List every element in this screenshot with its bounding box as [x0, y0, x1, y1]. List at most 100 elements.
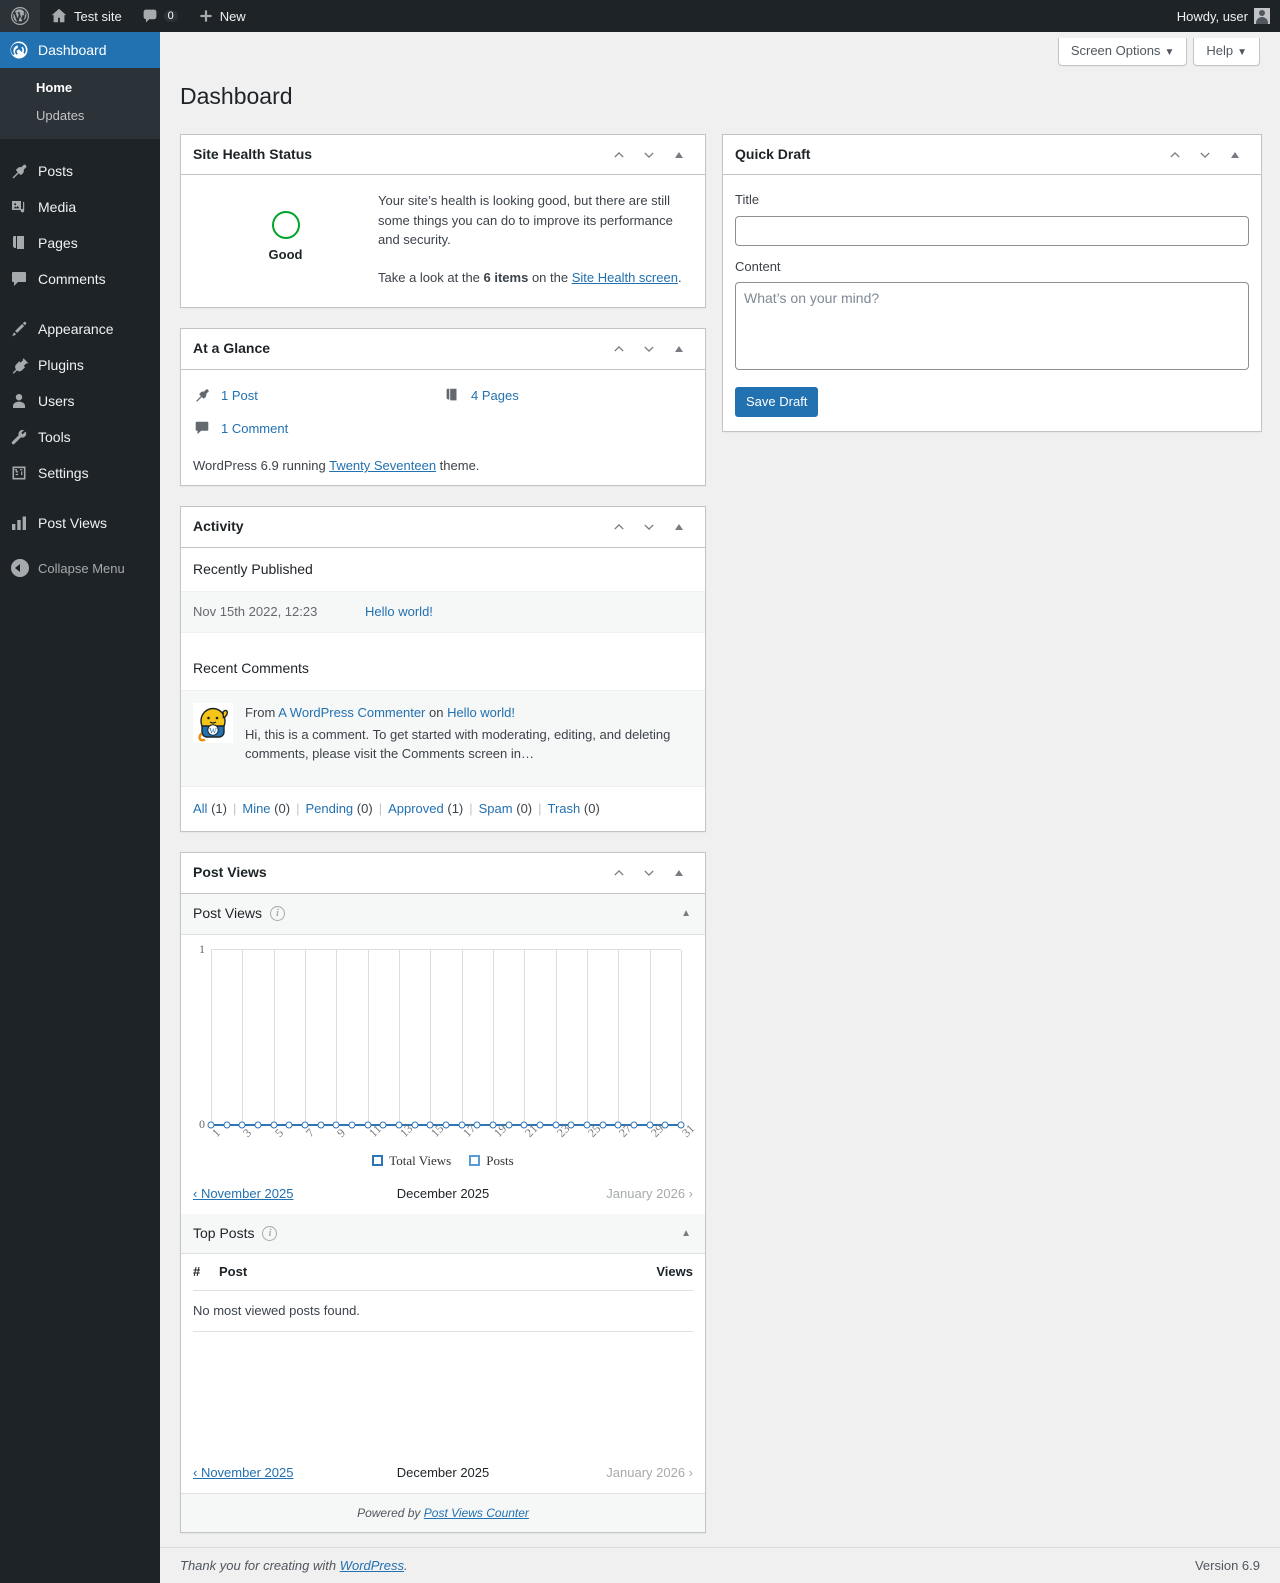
filter-label[interactable]: All — [193, 800, 208, 816]
toggle-panel-icon[interactable] — [1221, 141, 1249, 169]
chart-data-point[interactable] — [223, 1121, 231, 1129]
chart-next-month-link[interactable]: January 2026 › — [606, 1185, 694, 1201]
wp-logo-menu[interactable] — [0, 0, 40, 32]
chart-data-point[interactable] — [379, 1121, 387, 1129]
site-name-menu[interactable]: Test site — [40, 0, 132, 32]
triangle-up-icon[interactable]: ▲ — [681, 908, 691, 920]
sidebar-item-posts[interactable]: Posts — [0, 153, 160, 189]
theme-link[interactable]: Twenty Seventeen — [329, 458, 437, 474]
move-up-icon[interactable] — [605, 513, 633, 541]
move-down-icon[interactable] — [635, 513, 663, 541]
glance-item-comments[interactable]: 1 Comment — [193, 415, 443, 448]
filter-pending[interactable]: Pending (0) | — [305, 799, 388, 819]
top-posts-next-month-link[interactable]: January 2026 › — [606, 1465, 694, 1481]
comments-bubble[interactable]: 0 — [132, 0, 188, 32]
submenu-item-updates[interactable]: Updates — [36, 108, 85, 123]
filter-label[interactable]: Pending — [305, 800, 354, 816]
filter-all[interactable]: All (1) | — [193, 799, 242, 819]
chart-data-point[interactable] — [599, 1121, 607, 1129]
sidebar-item-appearance[interactable]: Appearance — [0, 311, 160, 347]
glance-item-label[interactable]: 1 Comment — [221, 420, 289, 436]
quick-draft-title-input[interactable] — [735, 215, 1249, 246]
comment-author-link[interactable]: A WordPress Commenter — [278, 705, 426, 721]
sidebar-item-media[interactable]: Media — [0, 189, 160, 225]
chart-data-point[interactable] — [473, 1121, 481, 1129]
chart-data-point[interactable] — [317, 1121, 325, 1129]
chart-data-point[interactable] — [567, 1121, 575, 1129]
screen-options-button[interactable]: Screen Options ▼ — [1057, 38, 1188, 66]
my-account-menu[interactable]: Howdy, user — [1167, 0, 1280, 32]
glance-item-label[interactable]: 1 Post — [221, 387, 258, 403]
move-down-icon[interactable] — [1191, 141, 1219, 169]
filter-trash[interactable]: Trash (0) — [548, 799, 600, 819]
published-post-link[interactable]: Hello world! — [365, 604, 433, 620]
chart-data-point[interactable] — [426, 1121, 434, 1129]
sidebar-item-pages[interactable]: Pages — [0, 225, 160, 261]
chart-data-point[interactable] — [254, 1121, 262, 1129]
chart-data-point[interactable] — [536, 1121, 544, 1129]
info-icon[interactable]: i — [262, 1225, 278, 1241]
chart-data-point[interactable] — [395, 1121, 403, 1129]
filter-label[interactable]: Spam — [478, 800, 513, 816]
chart-data-point[interactable] — [270, 1121, 278, 1129]
sidebar-item-post-views[interactable]: Post Views — [0, 505, 160, 541]
move-down-icon[interactable] — [635, 335, 663, 363]
chart-data-point[interactable] — [677, 1121, 685, 1129]
filter-spam[interactable]: Spam (0) | — [479, 799, 548, 819]
sidebar-item-tools[interactable]: Tools — [0, 419, 160, 455]
site-health-screen-link[interactable]: Site Health screen — [571, 269, 678, 285]
chart-data-point[interactable] — [630, 1121, 638, 1129]
chart-data-point[interactable] — [285, 1121, 293, 1129]
sidebar-item-users[interactable]: Users — [0, 383, 160, 419]
chart-data-point[interactable] — [332, 1121, 340, 1129]
move-up-icon[interactable] — [1161, 141, 1189, 169]
move-up-icon[interactable] — [605, 335, 633, 363]
new-content-menu[interactable]: New — [188, 0, 256, 32]
filter-label[interactable]: Approved — [388, 800, 444, 816]
chart-data-point[interactable] — [364, 1121, 372, 1129]
glance-item-pages[interactable]: 4 Pages — [443, 382, 693, 415]
filter-label[interactable]: Trash — [547, 800, 581, 816]
chart-data-point[interactable] — [442, 1121, 450, 1129]
filter-label[interactable]: Mine — [242, 800, 271, 816]
chart-data-point[interactable] — [614, 1121, 622, 1129]
quick-draft-content-textarea[interactable] — [735, 281, 1249, 370]
comment-post-link[interactable]: Hello world! — [447, 705, 515, 721]
legend-item[interactable]: Posts — [469, 1153, 514, 1169]
info-icon[interactable]: i — [270, 906, 285, 922]
chart-data-point[interactable] — [301, 1121, 309, 1129]
chart-data-point[interactable] — [207, 1121, 215, 1129]
move-down-icon[interactable] — [635, 859, 663, 887]
post-views-counter-link[interactable]: Post Views Counter — [423, 1506, 529, 1521]
sidebar-item-settings[interactable]: Settings — [0, 455, 160, 491]
toggle-panel-icon[interactable] — [665, 335, 693, 363]
move-up-icon[interactable] — [605, 141, 633, 169]
chart-prev-month-link[interactable]: ‹ November 2025 — [193, 1185, 294, 1201]
chart-data-point[interactable] — [661, 1121, 669, 1129]
save-draft-button[interactable]: Save Draft — [735, 386, 819, 417]
sidebar-item-plugins[interactable]: Plugins — [0, 347, 160, 383]
wordpress-org-link[interactable]: WordPress — [339, 1558, 404, 1574]
submenu-item-home[interactable]: Home — [36, 80, 73, 95]
chart-data-point[interactable] — [458, 1121, 466, 1129]
toggle-panel-icon[interactable] — [665, 141, 693, 169]
chart-data-point[interactable] — [520, 1121, 528, 1129]
chart-data-point[interactable] — [489, 1121, 497, 1129]
filter-approved[interactable]: Approved (1) | — [388, 799, 479, 819]
chart-data-point[interactable] — [646, 1121, 654, 1129]
sidebar-item-comments[interactable]: Comments — [0, 261, 160, 297]
top-posts-prev-month-link[interactable]: ‹ November 2025 — [193, 1465, 294, 1481]
sidebar-item-dashboard[interactable]: Dashboard — [0, 32, 168, 68]
chart-data-point[interactable] — [348, 1121, 356, 1129]
toggle-panel-icon[interactable] — [665, 859, 693, 887]
glance-item-posts[interactable]: 1 Post — [193, 382, 443, 415]
chart-data-point[interactable] — [583, 1121, 591, 1129]
chart-data-point[interactable] — [238, 1121, 246, 1129]
chart-data-point[interactable] — [552, 1121, 560, 1129]
legend-item[interactable]: Total Views — [372, 1153, 451, 1169]
move-down-icon[interactable] — [635, 141, 663, 169]
collapse-menu-button[interactable]: Collapse Menu — [0, 551, 160, 585]
triangle-up-icon[interactable]: ▲ — [681, 1227, 691, 1239]
move-up-icon[interactable] — [605, 859, 633, 887]
chart-data-point[interactable] — [411, 1121, 419, 1129]
